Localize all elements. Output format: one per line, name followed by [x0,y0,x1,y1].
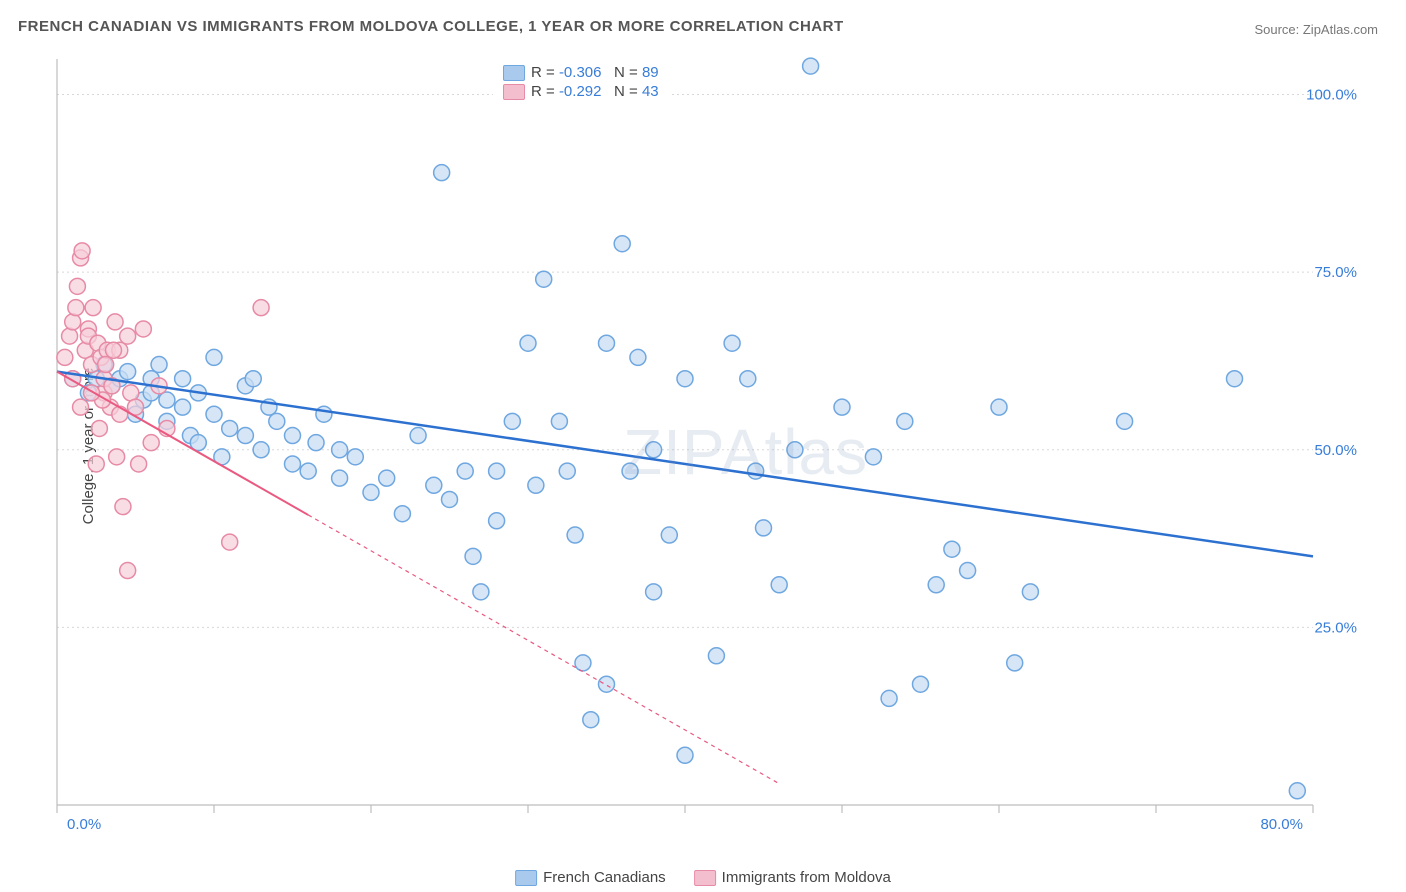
svg-text:75.0%: 75.0% [1314,264,1357,281]
legend-stat-row: R = -0.306 N = 89 [503,64,659,81]
svg-text:25.0%: 25.0% [1314,619,1357,636]
svg-text:0.0%: 0.0% [67,816,101,833]
legend-stat-text: R = -0.306 N = 89 [531,64,659,81]
source-attribution: Source: ZipAtlas.com [1254,22,1378,37]
legend-stat-row: R = -0.292 N = 43 [503,83,659,100]
legend-swatch [503,84,525,100]
legend-series: French Canadians Immigrants from Moldova [515,869,891,886]
chart-canvas: 25.0% 50.0% 75.0% 100.0% 0.0% 80.0% [53,55,1373,835]
legend-stats: R = -0.306 N = 89 R = -0.292 N = 43 [493,60,669,104]
legend-swatch [694,870,716,886]
legend-item: Immigrants from Moldova [694,869,891,886]
legend-swatch [503,65,525,81]
legend-swatch [515,870,537,886]
chart-title: FRENCH CANADIAN VS IMMIGRANTS FROM MOLDO… [18,18,844,35]
svg-text:80.0%: 80.0% [1260,816,1303,833]
legend-stat-text: R = -0.292 N = 43 [531,83,659,100]
legend-label: Immigrants from Moldova [722,869,891,886]
scatter-plot: 25.0%50.0%75.0%100.0%0.0%80.0% ZIPAtlas … [53,55,1373,835]
svg-text:100.0%: 100.0% [1306,87,1357,104]
legend-item: French Canadians [515,869,666,886]
svg-text:50.0%: 50.0% [1314,442,1357,459]
legend-label: French Canadians [543,869,666,886]
